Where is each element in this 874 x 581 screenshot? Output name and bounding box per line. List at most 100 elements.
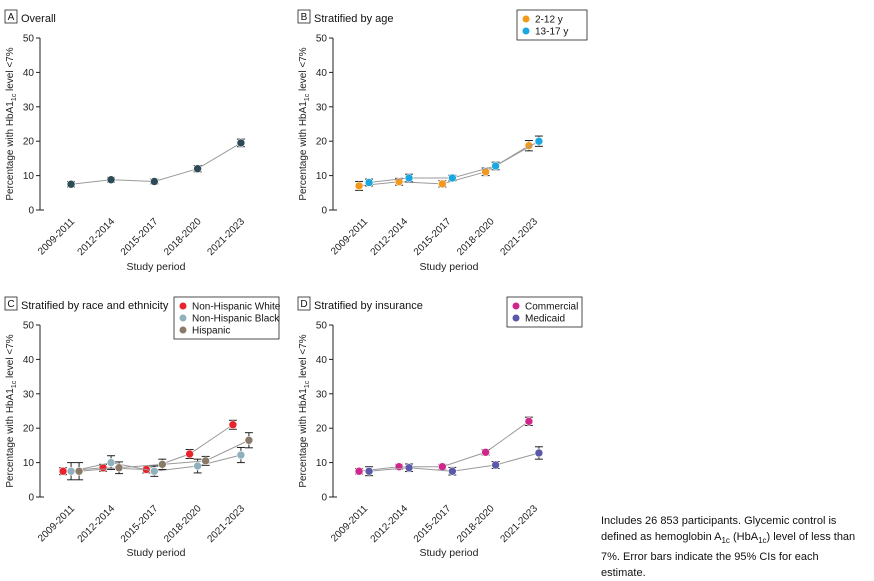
panel-letter-box — [297, 296, 311, 311]
series-non-hispanic-black — [66, 446, 246, 481]
y-tick-label: 40 — [316, 355, 328, 366]
data-point — [66, 466, 76, 476]
data-point — [158, 460, 167, 469]
legend-marker — [512, 314, 520, 322]
x-tick-label: 2009-2011 — [329, 503, 370, 544]
series-13-17-y — [364, 135, 544, 187]
legend-marker — [179, 302, 187, 310]
panel-letter-box — [4, 9, 18, 24]
figure-canvas: A Overall 0 10 20 30 40 50 Percentage with HbA11… — [4, 9, 588, 559]
y-tick-label: 40 — [316, 68, 328, 79]
panel-title: Stratified by race and ethnicity — [21, 300, 169, 312]
data-point — [58, 466, 68, 476]
series-medicaid — [364, 446, 544, 477]
legend-marker — [179, 314, 187, 322]
panel-title: Overall — [21, 13, 56, 25]
y-tick-label: 10 — [23, 171, 35, 182]
panel-letter-box — [297, 9, 311, 24]
panel-letter-box — [4, 296, 18, 311]
y-tick-label: 50 — [316, 34, 328, 45]
data-point — [185, 449, 194, 459]
x-tick-label: 2015-2017 — [119, 503, 161, 545]
x-tick-label: 2009-2011 — [36, 216, 77, 257]
legend-box — [516, 9, 588, 41]
data-point — [491, 161, 500, 171]
y-tick-label: 40 — [23, 355, 35, 366]
figure-footnote: Includes 26 853 participants. Glycemic c… — [601, 513, 866, 581]
data-point — [354, 181, 364, 191]
y-tick-label: 10 — [316, 171, 328, 182]
data-point — [448, 173, 457, 183]
data-point — [201, 456, 210, 466]
x-axis-label: Study period — [420, 261, 479, 273]
y-axis-label: Percentage with HbA11c level <7% — [298, 47, 311, 200]
x-tick-label: 2015-2017 — [412, 503, 454, 545]
data-point — [438, 179, 447, 189]
panel-letter: B — [301, 12, 308, 23]
data-point — [448, 466, 457, 476]
x-tick-label: 2012-2014 — [76, 216, 118, 258]
y-tick-label: 50 — [316, 321, 328, 332]
data-point — [236, 138, 246, 148]
panel-letter: D — [300, 299, 307, 310]
panel-b: B Stratified by age 0 10 20 30 40 50 Percentage … — [297, 9, 588, 273]
series-hispanic — [74, 432, 254, 481]
y-tick-label: 0 — [28, 493, 34, 504]
x-tick-label: 2009-2011 — [36, 503, 77, 544]
footnote-line-3: 7%. Error bars indicate the 95% CIs for … — [601, 551, 819, 580]
x-tick-label: 2018-2020 — [162, 503, 204, 545]
y-tick-label: 20 — [23, 424, 35, 435]
y-tick-label: 30 — [316, 102, 328, 113]
legend-label: 2-12 y — [535, 15, 563, 26]
legend-marker — [512, 302, 520, 310]
x-tick-label: 2021-2023 — [205, 503, 247, 545]
panel-title: Stratified by age — [314, 13, 394, 25]
x-tick-label: 2018-2020 — [455, 216, 497, 258]
series-2-12-y — [354, 140, 534, 191]
data-point — [66, 179, 76, 189]
y-tick-label: 0 — [28, 206, 34, 217]
panel-title: Stratified by insurance — [314, 300, 423, 312]
data-point — [364, 178, 374, 187]
x-tick-label: 2018-2020 — [162, 216, 204, 258]
data-point — [106, 458, 116, 467]
y-axis-label: Percentage with HbA11c level <7% — [5, 47, 18, 200]
x-tick-label: 2018-2020 — [455, 503, 497, 545]
series-non-hispanic-white — [58, 419, 238, 476]
x-tick-label: 2012-2014 — [369, 503, 411, 545]
y-axis-label: Percentage with HbA11c level <7% — [298, 334, 311, 487]
y-tick-label: 30 — [316, 389, 328, 400]
y-tick-label: 20 — [23, 137, 35, 148]
x-tick-label: 2012-2014 — [369, 216, 411, 258]
data-point — [481, 447, 490, 457]
panel-letter: A — [8, 12, 15, 23]
panel-a: A Overall 0 10 20 30 40 50 Percentage with HbA11… — [4, 9, 247, 273]
data-point — [150, 466, 159, 476]
data-point — [236, 450, 246, 460]
x-tick-label: 2015-2017 — [119, 216, 161, 258]
data-point — [74, 466, 84, 476]
y-tick-label: 0 — [321, 206, 327, 217]
data-point — [404, 463, 414, 473]
legend-label: Non-Hispanic Black — [192, 314, 280, 325]
footnote-line-1: Includes 26 853 participants. Glycemic c… — [601, 515, 837, 527]
series-line — [359, 145, 530, 187]
data-point — [193, 164, 202, 174]
data-point — [150, 177, 159, 186]
panel-c: C Stratified by race and ethnicity 0 10 20 30… — [4, 296, 281, 559]
y-tick-label: 20 — [316, 137, 328, 148]
legend-label: Commercial — [525, 302, 578, 313]
data-point — [404, 173, 414, 183]
data-point — [534, 136, 544, 146]
y-tick-label: 0 — [321, 493, 327, 504]
x-axis-label: Study period — [127, 261, 186, 273]
y-tick-label: 50 — [23, 34, 35, 45]
data-point — [106, 175, 116, 185]
data-point — [354, 466, 364, 476]
y-tick-label: 30 — [23, 102, 35, 113]
x-tick-label: 2015-2017 — [412, 216, 454, 258]
panel-d: D Stratified by insurance 0 10 20 30 40 50 Perce… — [297, 296, 583, 559]
legend-box — [506, 296, 583, 328]
